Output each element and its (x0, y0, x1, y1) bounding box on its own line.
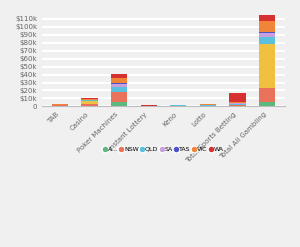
Bar (111, 92, 127, 103)
Bar (259, 21, 275, 32)
Legend: A..., NSW, QLD, SA, TAS, VIC, WA: A..., NSW, QLD, SA, TAS, VIC, WA (101, 144, 226, 154)
Bar (111, 78, 127, 83)
Bar (230, 104, 246, 105)
Bar (259, 37, 275, 44)
Bar (81, 98, 98, 99)
Bar (200, 104, 216, 105)
Bar (111, 83, 127, 84)
Bar (230, 102, 246, 103)
Bar (259, 44, 275, 88)
Bar (111, 103, 127, 106)
Bar (230, 105, 246, 106)
Bar (259, 33, 275, 37)
Bar (230, 103, 246, 104)
Bar (200, 105, 216, 106)
Bar (81, 99, 98, 100)
Bar (259, 13, 275, 21)
Bar (259, 32, 275, 33)
Bar (81, 103, 98, 106)
Bar (111, 86, 127, 92)
Bar (111, 84, 127, 86)
Bar (259, 102, 275, 106)
Bar (81, 100, 98, 101)
Bar (259, 88, 275, 102)
Bar (52, 105, 68, 106)
Bar (81, 101, 98, 103)
Bar (230, 93, 246, 102)
Bar (111, 74, 127, 78)
